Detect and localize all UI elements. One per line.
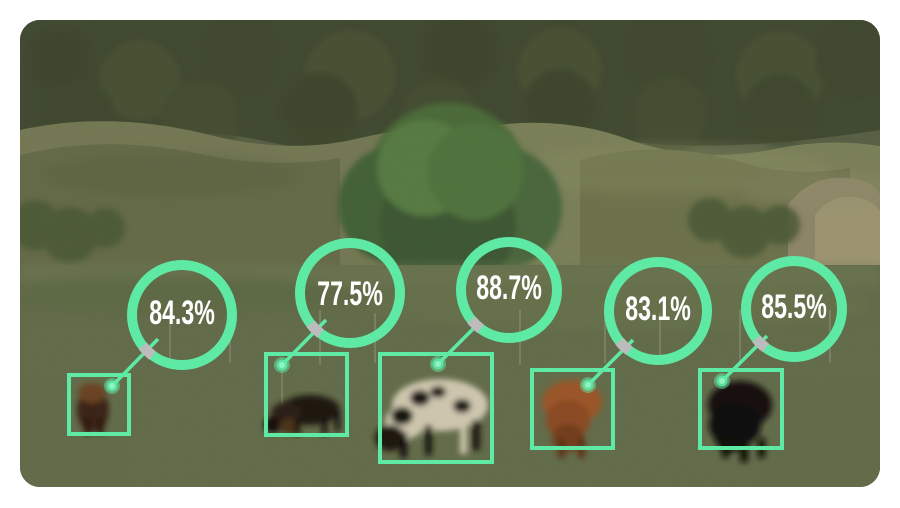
svg-text:83.1%: 83.1% (625, 291, 691, 328)
svg-text:77.5%: 77.5% (317, 276, 383, 313)
svg-text:85.5%: 85.5% (761, 289, 827, 326)
svg-text:84.3%: 84.3% (149, 295, 215, 332)
svg-text:88.7%: 88.7% (476, 270, 542, 307)
